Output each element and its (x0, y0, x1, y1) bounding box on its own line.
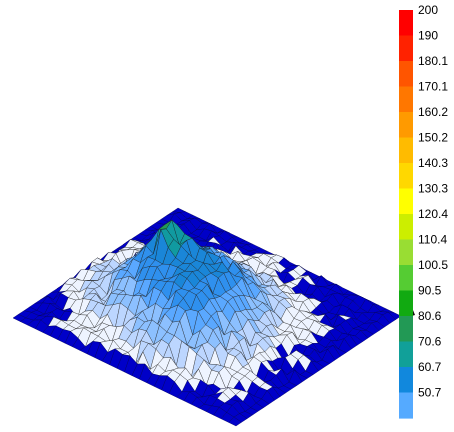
colorbar-tick-label: 180.1 (418, 54, 448, 68)
colorbar-segment (399, 137, 413, 164)
colorbar-tick-label: 120.4 (418, 207, 448, 221)
colorbar-tick-label: 140.3 (418, 156, 448, 170)
colorbar-segment (399, 316, 413, 343)
colorbar-segment (399, 10, 413, 37)
colorbar-segment (399, 86, 413, 113)
colorbar-tick-label: 110.4 (418, 233, 447, 247)
colorbar-segment (399, 239, 413, 266)
colorbar-segment (399, 392, 413, 419)
colorbar-tick-label: 150.2 (418, 131, 448, 145)
surface-cell (228, 416, 242, 427)
colorbar-tick-label: 160.2 (418, 105, 448, 119)
colorbar-segment (399, 188, 413, 215)
colorbar-tick-label: 60.7 (418, 360, 442, 374)
colorbar-segment (399, 35, 413, 62)
colorbar-segment (399, 341, 413, 368)
colorbar-tick-label: 130.3 (418, 182, 448, 196)
colorbar: 200 190 180.1 170.1 160.2 150.2 140.3 130.3 120.… (399, 3, 448, 419)
colorbar-tick-label: 100.5 (418, 258, 448, 272)
colorbar-tick-label: 170.1 (418, 80, 448, 94)
colorbar-tick-label: 90.5 (418, 284, 442, 298)
colorbar-tick-label: 80.6 (418, 309, 442, 323)
colorbar-tick-label: 190 (418, 29, 438, 43)
colorbar-segment (399, 367, 413, 394)
colorbar-tick-label: 70.6 (418, 335, 442, 349)
colorbar-segment (399, 290, 413, 317)
colorbar-segment (399, 265, 413, 292)
colorbar-segment (399, 112, 413, 139)
colorbar-segment (399, 163, 413, 190)
colorbar-segment (399, 214, 413, 241)
colorbar-tick-label: 200 (418, 3, 438, 17)
surface-plot (12, 207, 415, 427)
colorbar-tick-label: 50.7 (418, 386, 442, 400)
colorbar-segment (399, 61, 413, 88)
